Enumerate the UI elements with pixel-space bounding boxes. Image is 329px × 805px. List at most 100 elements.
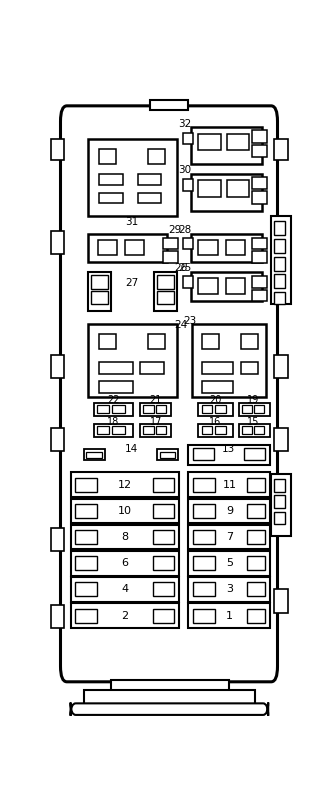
Text: 12: 12: [118, 480, 132, 489]
Bar: [189, 603, 270, 628]
Bar: [51, 528, 64, 551]
Bar: [215, 426, 226, 434]
Bar: [75, 530, 97, 544]
Bar: [193, 477, 215, 492]
Bar: [227, 134, 249, 151]
Bar: [143, 406, 154, 413]
Bar: [156, 426, 166, 434]
Bar: [202, 334, 219, 349]
Bar: [143, 426, 154, 434]
Text: 31: 31: [125, 217, 139, 227]
Text: 19: 19: [247, 395, 260, 405]
Bar: [193, 504, 215, 518]
Bar: [163, 251, 178, 263]
Bar: [94, 403, 133, 416]
Bar: [193, 609, 215, 622]
Bar: [160, 452, 175, 458]
Text: 30: 30: [178, 165, 191, 175]
Bar: [202, 426, 212, 434]
Bar: [150, 101, 189, 110]
Bar: [153, 477, 174, 492]
Text: 18: 18: [107, 416, 119, 427]
Text: 15: 15: [247, 416, 260, 427]
Text: 27: 27: [125, 278, 139, 288]
Bar: [138, 174, 161, 185]
Bar: [198, 180, 221, 196]
Text: 32: 32: [178, 118, 191, 129]
Bar: [189, 551, 270, 576]
Bar: [274, 257, 285, 270]
Bar: [274, 292, 285, 304]
Bar: [71, 498, 179, 523]
Bar: [140, 362, 164, 374]
Bar: [274, 495, 285, 508]
Bar: [193, 530, 215, 544]
Bar: [153, 609, 174, 622]
Text: 21: 21: [150, 395, 162, 405]
Bar: [71, 551, 179, 576]
Text: 11: 11: [222, 480, 237, 489]
Bar: [254, 426, 264, 434]
Bar: [191, 127, 262, 164]
Text: 5: 5: [226, 558, 233, 568]
Text: 23: 23: [183, 316, 196, 326]
Bar: [246, 504, 265, 518]
Bar: [157, 275, 174, 289]
Bar: [189, 444, 270, 464]
Bar: [183, 237, 193, 249]
Bar: [198, 403, 233, 416]
Bar: [75, 504, 97, 518]
Bar: [86, 452, 102, 458]
Bar: [215, 406, 226, 413]
Bar: [113, 406, 125, 413]
Bar: [242, 406, 252, 413]
FancyBboxPatch shape: [71, 703, 268, 716]
Bar: [242, 426, 252, 434]
Bar: [227, 180, 249, 196]
Bar: [246, 609, 265, 622]
Text: 3: 3: [226, 584, 233, 594]
Bar: [99, 382, 133, 393]
Bar: [246, 556, 265, 570]
Bar: [192, 324, 266, 397]
Bar: [246, 583, 265, 597]
Bar: [75, 556, 97, 570]
Text: 16: 16: [209, 416, 222, 427]
Bar: [202, 406, 212, 413]
Bar: [239, 424, 270, 437]
Bar: [51, 605, 64, 628]
Bar: [252, 130, 267, 142]
Text: 2: 2: [121, 610, 128, 621]
Bar: [252, 176, 267, 189]
Text: 28: 28: [178, 225, 191, 235]
Bar: [84, 449, 105, 460]
Text: 10: 10: [118, 506, 132, 516]
Bar: [51, 231, 64, 254]
Bar: [246, 530, 265, 544]
Text: 8: 8: [121, 532, 128, 542]
Bar: [274, 139, 288, 159]
Text: 26: 26: [174, 263, 187, 274]
Bar: [274, 505, 288, 528]
Bar: [274, 221, 285, 235]
Bar: [271, 216, 291, 304]
Bar: [202, 362, 233, 374]
Bar: [99, 362, 133, 374]
Bar: [252, 237, 267, 249]
Bar: [88, 272, 111, 311]
Bar: [75, 583, 97, 597]
Text: 14: 14: [124, 444, 138, 454]
Bar: [140, 403, 171, 416]
Bar: [71, 577, 179, 601]
Bar: [191, 233, 262, 262]
Bar: [193, 448, 214, 460]
Text: 25: 25: [178, 263, 191, 274]
Bar: [51, 427, 64, 451]
Bar: [271, 474, 291, 535]
Bar: [111, 680, 229, 691]
Bar: [241, 334, 258, 349]
Bar: [252, 276, 267, 287]
Bar: [189, 525, 270, 549]
Bar: [71, 473, 179, 497]
Bar: [140, 424, 171, 437]
